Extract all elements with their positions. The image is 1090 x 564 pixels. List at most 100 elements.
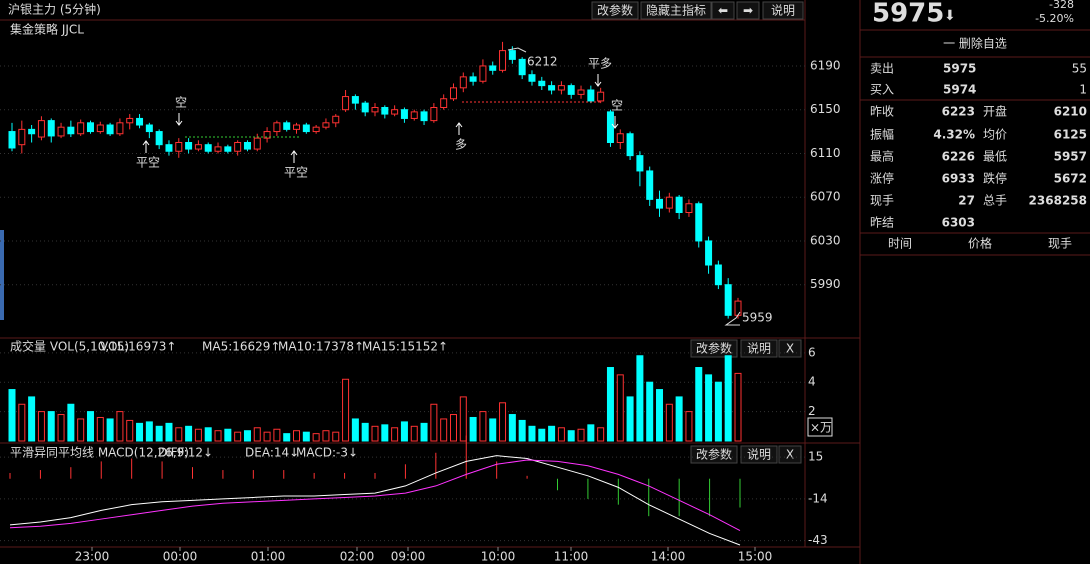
volume-bar [440, 418, 448, 442]
candle-body [400, 109, 408, 119]
label: 6125 [1054, 128, 1087, 142]
signal-arrow [142, 140, 150, 153]
candle-body [96, 124, 104, 133]
volume-bar [136, 422, 144, 442]
candle-body [508, 50, 516, 60]
button[interactable] [690, 339, 738, 358]
label: MA15:15152↑ [362, 340, 448, 354]
label: 5957 [1054, 150, 1087, 164]
label: 27 [958, 194, 975, 208]
candle-body [145, 124, 153, 133]
volume-bar [557, 427, 565, 442]
volume-bar [548, 425, 556, 442]
volume-bar [322, 430, 330, 442]
candle-body [410, 111, 418, 119]
candle-body [626, 133, 634, 157]
button[interactable] [640, 1, 712, 20]
label: -328 [1049, 0, 1074, 11]
candle-body [479, 65, 487, 82]
volume-bar [351, 418, 359, 442]
label: 6223 [942, 105, 975, 119]
volume-bar [410, 425, 418, 442]
label: 4.32% [933, 128, 975, 142]
volume-bar [116, 411, 124, 442]
candle-body [253, 137, 261, 150]
candle-body [714, 264, 722, 286]
signal-arrow [290, 150, 298, 163]
arrow-button[interactable]: ⬅ [718, 4, 728, 18]
label: 现手 [1048, 237, 1072, 251]
candle-body [116, 122, 124, 135]
volume-bar [626, 396, 634, 442]
label: 平空 [136, 156, 160, 170]
button[interactable] [740, 445, 778, 464]
candle-body [28, 128, 36, 135]
candle-body [86, 122, 94, 133]
label: 14:00 [651, 550, 686, 564]
volume-bar [214, 430, 222, 442]
candle-body [322, 122, 330, 128]
volume-bar [234, 431, 242, 442]
volume-bar [675, 396, 683, 442]
volume-bar [253, 427, 261, 442]
candle-body [518, 58, 526, 76]
candle-body [126, 117, 134, 124]
volume-bar [616, 374, 624, 442]
volume-bar [293, 430, 301, 442]
unit-box [807, 417, 833, 437]
label: 最高 [870, 149, 894, 164]
candle-body [57, 126, 65, 137]
button[interactable] [711, 1, 735, 20]
volume-bar [665, 403, 673, 442]
volume-bar [714, 381, 722, 442]
volume-bar [538, 428, 546, 442]
candle-body [440, 98, 448, 108]
label: 5975 [943, 62, 976, 76]
candle-body [606, 111, 614, 143]
volume-bar [499, 402, 507, 442]
button[interactable] [762, 1, 804, 20]
button[interactable] [778, 445, 802, 464]
label: 4 [808, 375, 816, 389]
label: VOL:16973↑ [100, 340, 176, 354]
button[interactable] [736, 1, 760, 20]
candle-body [273, 122, 281, 133]
label: 1 [1079, 83, 1087, 97]
candle-body [636, 155, 644, 172]
label: 01:00 [251, 550, 286, 564]
label: 5974 [943, 83, 976, 97]
button[interactable] [591, 1, 639, 20]
candle-body [489, 65, 497, 71]
candle-body [459, 76, 467, 89]
volume-bar [734, 372, 742, 442]
candle-body [381, 107, 389, 115]
label: 6070 [810, 190, 841, 204]
label: 5975 [872, 0, 944, 29]
signal-arrow [175, 113, 183, 126]
label: X [786, 342, 794, 356]
candle-body [361, 102, 369, 113]
volume-bar [430, 403, 438, 442]
candle-body [499, 50, 507, 71]
volume-bar [57, 414, 65, 442]
action-button[interactable]: 一 删除自选 [943, 36, 1007, 51]
label: 2 [808, 404, 816, 418]
label: MACD:-3↓ [296, 446, 358, 460]
label: 价格 [968, 236, 992, 251]
arrow-button[interactable]: ➡ [743, 4, 753, 18]
label: 6150 [810, 102, 841, 116]
candle-body [8, 131, 16, 149]
label: ⬇ [944, 8, 956, 24]
volume-bar [47, 411, 55, 442]
volume-bar [77, 418, 85, 442]
label: 6933 [942, 172, 975, 186]
volume-bar [37, 411, 45, 442]
label: 涨停 [870, 171, 894, 186]
macd-line [9, 459, 741, 532]
volume-bar [381, 424, 389, 442]
candle-body [469, 76, 477, 82]
label: 15:00 [738, 550, 773, 564]
button[interactable] [690, 445, 738, 464]
label: 6303 [942, 216, 975, 230]
volume-bar [8, 389, 16, 442]
